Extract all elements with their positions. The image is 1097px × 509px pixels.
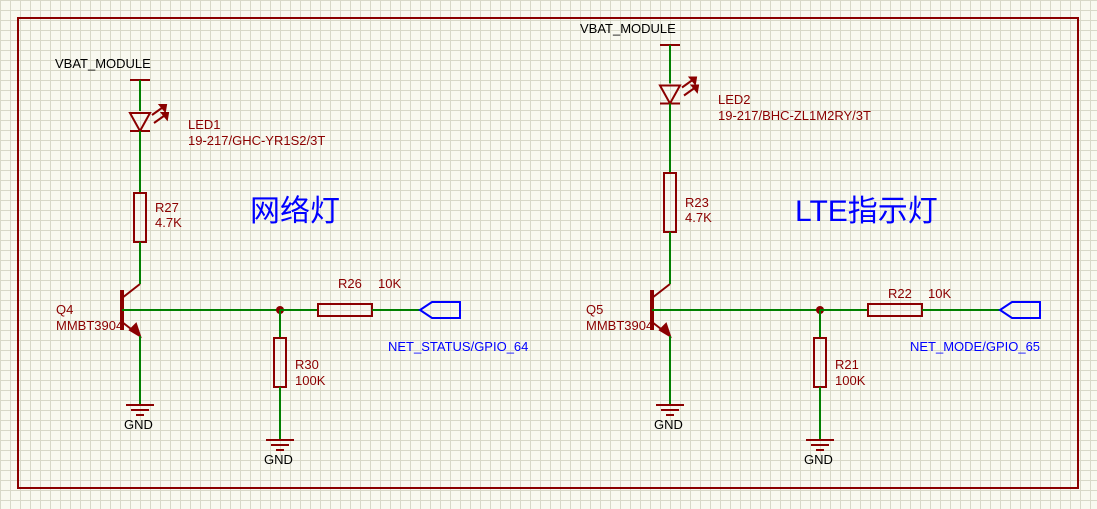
title-network-led: 网络灯 (250, 186, 340, 230)
ref-R22: R22 (888, 286, 912, 301)
val-R22: 10K (928, 286, 951, 301)
ref-R30: R30 (295, 357, 319, 372)
val-R23: 4.7K (685, 210, 712, 225)
title-lte-led: LTE指示灯 (795, 186, 938, 230)
ref-LED1: LED1 (188, 117, 221, 132)
val-R30: 100K (295, 373, 325, 388)
net-right-vbat: VBAT_MODULE (580, 21, 676, 36)
ref-Q4: Q4 (56, 302, 73, 317)
val-R21: 100K (835, 373, 865, 388)
net-left-vbat: VBAT_MODULE (55, 56, 151, 71)
ref-R26: R26 (338, 276, 362, 291)
ref-R21: R21 (835, 357, 859, 372)
port-left: NET_STATUS/GPIO_64 (388, 339, 528, 354)
part-LED1: 19-217/GHC-YR1S2/3T (188, 133, 325, 148)
val-R26: 10K (378, 276, 401, 291)
ref-LED2: LED2 (718, 92, 751, 107)
gnd-right-emitter: GND (654, 417, 683, 432)
gnd-left-emitter: GND (124, 417, 153, 432)
schematic-canvas (0, 0, 1097, 509)
part-Q5: MMBT3904 (586, 318, 653, 333)
ref-R23: R23 (685, 195, 709, 210)
part-LED2: 19-217/BHC-ZL1M2RY/3T (718, 108, 871, 123)
ref-Q5: Q5 (586, 302, 603, 317)
port-right: NET_MODE/GPIO_65 (910, 339, 1040, 354)
gnd-right-pulldown: GND (804, 452, 833, 467)
ref-R27: R27 (155, 200, 179, 215)
part-Q4: MMBT3904 (56, 318, 123, 333)
gnd-left-pulldown: GND (264, 452, 293, 467)
val-R27: 4.7K (155, 215, 182, 230)
